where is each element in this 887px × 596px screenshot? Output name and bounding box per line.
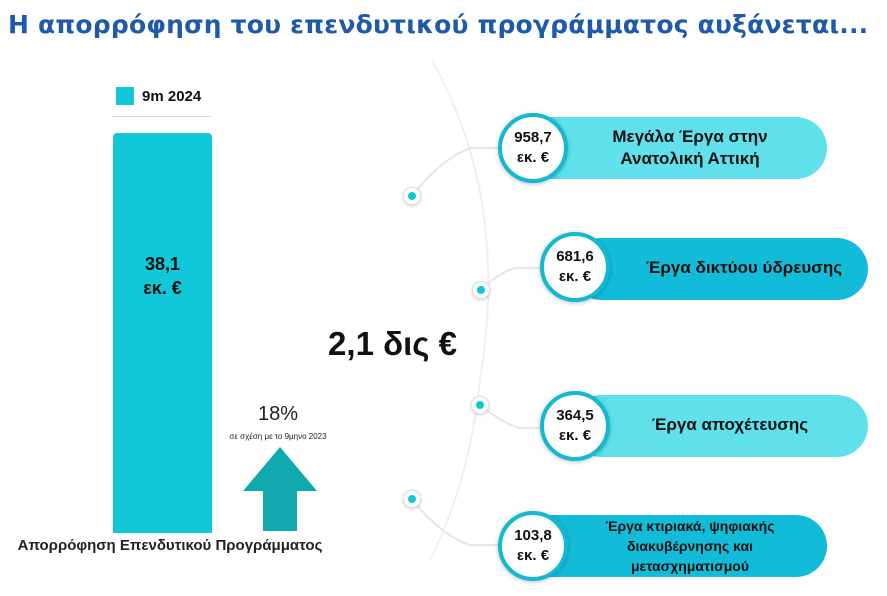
bar-value-unit: εκ. € [143,278,182,298]
program-total: 2,1 δις € [328,325,457,362]
change-percent: 18% [257,403,299,425]
legend-label: 9m 2024 [142,87,202,105]
change-note: σε σχέση με το 9μηνο 2023 [229,432,327,441]
x-axis-label: Απορρόφηση Επενδυτικού Προγράμματος [17,537,323,554]
bar-absorption [113,133,212,533]
value-circle-major-works: 958,7 εκ. € [498,113,568,183]
category-label-buildings-digital: Έργα κτιριακά, ψηφιακής διακυβέρνησης κα… [605,518,775,574]
category-label-water-network: Έργα δικτύου ύδρευσης [645,258,843,277]
connector-dot [471,396,489,414]
unit: εκ. € [558,268,592,285]
connector-dot [472,281,490,299]
legend-swatch [116,87,134,105]
connector-dot [403,490,421,508]
bar-value-label: 38,1 εκ. € [113,252,212,300]
unit: εκ. € [516,547,550,564]
bar-value-amount: 38,1 [144,254,181,274]
value-circle-buildings-digital: 103,8 εκ. € [498,511,568,581]
amount: 103,8 [514,527,552,544]
amount: 364,5 [556,407,594,424]
chart-legend: 9m 2024 [116,87,201,105]
page-title: Η απορρόφηση του επενδυτικού προγράμματο… [8,10,869,39]
amount: 681,6 [556,248,594,265]
category-label-sewerage: Έργα αποχέτευσης [651,415,809,434]
category-pill-sewerage [570,395,868,457]
unit: εκ. € [516,149,550,166]
value-circle-sewerage: 364,5 εκ. € [540,391,610,461]
category-pill-water-network [570,238,868,300]
up-arrow-icon [243,447,317,531]
amount: 958,7 [514,129,552,146]
legend-divider [112,116,212,117]
category-label-major-works: Μεγάλα Έργα στην Ανατολική Αττική [612,127,768,168]
connector-dot [403,187,421,205]
value-circle-water-network: 681,6 εκ. € [540,232,610,302]
unit: εκ. € [558,427,592,444]
